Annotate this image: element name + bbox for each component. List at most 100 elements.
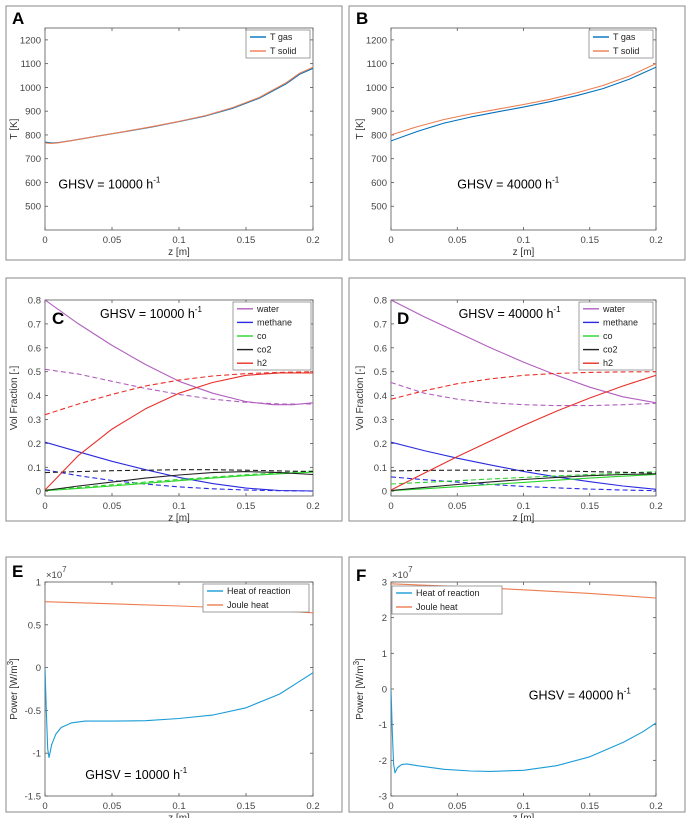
legend-box [202,583,310,613]
chart-panel-a: 500 600 700 800 900 1000 1100 1200 0 0.05 0.1 0.15 0… [5,5,343,261]
series-line-co2-dashed [391,469,656,474]
y-tick-label: 0.6 [28,343,41,354]
series-group [45,300,313,492]
series-line-t-solid [45,66,313,145]
x-tick-label: 0 [388,235,393,246]
y-axis-label: Vol Fraction [-] [9,366,20,431]
chart-panel-c: 0 0.1 0.2 0.3 0.4 0.5 0.6 0.7 0.8 0 0.05 0.1 0.15 0.2… [5,277,343,524]
x-axis-label: z [m] [168,247,190,258]
x-tick-label: 0 [42,801,47,812]
legend-entry-label: co2 [257,345,272,355]
chart-panel-b: 500 600 700 800 900 1000 1100 1200 0 0.05 0.1 0.15 0… [348,5,686,261]
series-line-water [45,300,313,406]
series-line-t-gas [391,66,656,142]
x-tick-label: 0.1 [172,501,185,512]
y-tick-label: 1100 [367,59,387,70]
x-tick-label: 0 [388,501,393,512]
legend-entry-label: Heat of reaction [416,588,480,598]
legend-entry-label: co [603,331,613,341]
y-tick-label: 600 [371,178,387,189]
x-tick-label: 0.05 [448,801,467,812]
x-tick-label: 0.05 [103,801,122,812]
x-tick-label: 0.2 [649,235,662,246]
legend: T gas T solid [588,29,654,59]
legend-entry-label: methane [603,317,638,327]
legend-entry-label: T gas [270,32,293,42]
y-exponent-label: ×107 [46,565,67,581]
series-line-h2 [391,374,656,491]
x-tick-label: 0.2 [306,801,319,812]
x-axis-label: z [m] [513,813,535,818]
x-tick-label: 0 [388,801,393,812]
y-tick-label: 0 [36,487,41,498]
series-group [45,66,313,145]
y-tick-label: 0.1 [374,463,387,474]
legend: Heat of reaction Joule heat [391,585,503,615]
x-tick-label: 0.1 [517,235,530,246]
y-tick-label: 500 [25,202,41,213]
legend-entry-label: co2 [603,345,618,355]
y-tick-label: 1200 [20,35,41,46]
series-line-co-dashed [45,470,313,491]
x-tick-label: 0.2 [306,501,319,512]
y-tick-label: 700 [371,154,387,165]
chart-panel-f: -3 -2 -1 0 1 2 3 0 0.05 0.1 0.15 0.2 z [m] Power [W/m… [348,556,686,818]
series-group [391,300,656,492]
ghsv-annotation: GHSV = 10000 h-1 [100,305,203,321]
legend-entry-label: co [257,331,267,341]
x-axis-label: z [m] [168,513,190,524]
y-tick-label: 0.6 [374,343,387,354]
plot-area [390,581,657,797]
y-tick-label: 0.8 [374,296,387,307]
x-axis-label: z [m] [513,513,535,524]
ghsv-annotation: GHSV = 10000 h-1 [85,766,188,782]
legend-entry-label: T gas [613,32,636,42]
series-line-heat-of-reaction [391,688,656,774]
legend-box [391,585,503,615]
y-tick-label: 1200 [366,35,387,46]
y-tick-label: 800 [25,130,41,141]
y-tick-label: 0.5 [28,367,41,378]
x-tick-label: 0.1 [517,801,530,812]
series-line-t-solid [391,63,656,136]
ghsv-annotation: GHSV = 10000 h-1 [58,175,161,191]
y-exponent-label: ×107 [392,565,413,581]
y-tick-label: 1 [36,578,41,589]
x-tick-label: 0.15 [237,235,256,246]
y-tick-label: -1 [33,749,41,760]
y-tick-label: 0.2 [374,439,387,450]
x-tick-label: 0 [42,235,47,246]
y-tick-label: 0.5 [374,367,387,378]
series-line-h2-dashed [45,371,313,416]
y-tick-label: 1000 [366,83,387,94]
y-tick-label: 600 [25,178,41,189]
y-tick-label: 0.8 [28,296,41,307]
y-axis-label: T [K] [355,118,366,139]
series-line-co2-dashed [45,469,313,474]
y-tick-label: 3 [382,578,387,589]
y-axis-label: Power [W/m3] [352,658,366,720]
legend: water methane co co2 h2 [578,301,654,371]
y-tick-label: 1 [382,649,387,660]
y-tick-label: -2 [379,756,387,767]
x-tick-label: 0.15 [581,801,600,812]
series-line-h2 [45,372,313,491]
y-tick-label: 900 [371,107,387,118]
legend: T gas T solid [245,29,311,59]
x-tick-label: 0.1 [517,501,530,512]
y-tick-label: 0.1 [28,463,41,474]
plot-area [44,27,314,231]
y-tick-label: 0.4 [28,391,41,402]
y-tick-label: 700 [25,154,41,165]
x-tick-label: 0.15 [581,501,600,512]
series-line-water-dashed [45,368,313,405]
y-tick-label: -1 [379,720,387,731]
ghsv-annotation: GHSV = 40000 h-1 [459,305,562,321]
x-tick-label: 0.2 [306,235,319,246]
x-tick-label: 0.15 [581,235,600,246]
x-tick-label: 0.1 [172,801,185,812]
y-tick-label: 500 [371,202,387,213]
legend-entry-label: h2 [257,358,267,368]
y-axis-label: Vol Fraction [-] [355,366,366,431]
